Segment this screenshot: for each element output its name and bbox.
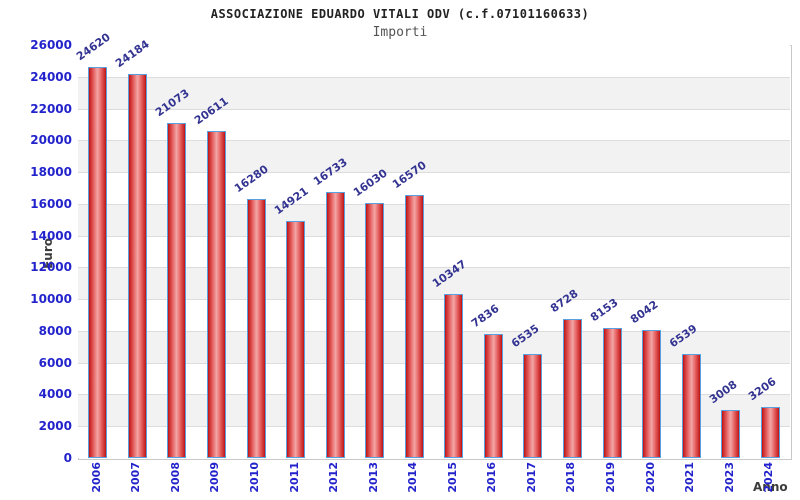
x-axis-tick-label: 2017 (524, 462, 538, 493)
y-axis-tick-label: 0 (63, 451, 72, 465)
plot-band (78, 267, 790, 300)
bar (760, 407, 780, 458)
plot-band (78, 426, 790, 458)
plot-band (78, 299, 790, 331)
x-axis-tick-label: 2013 (366, 462, 380, 493)
plot-band (78, 140, 790, 173)
bar (325, 192, 345, 458)
x-axis-tick-label: 2008 (168, 462, 182, 493)
y-axis-tick-label: 16000 (30, 196, 72, 211)
plot-band (78, 76, 790, 109)
y-axis-tick-label: 8000 (38, 323, 72, 338)
gridline (78, 76, 790, 78)
y-axis-tick-label: 10000 (30, 292, 72, 307)
bar (681, 354, 701, 458)
x-axis-tick-label: 2015 (445, 462, 459, 493)
bar (127, 73, 147, 458)
x-axis-tick-label: 2011 (287, 462, 301, 493)
x-axis-tick-label: 2024 (762, 462, 776, 493)
x-axis-tick-label: 2012 (327, 462, 341, 493)
gridline (78, 299, 790, 301)
x-axis-title: Anno (753, 480, 788, 494)
bar (88, 66, 108, 458)
x-axis-tick-label: 2007 (129, 462, 143, 493)
gridline (78, 267, 790, 269)
plot-band (78, 108, 790, 141)
plot-band (78, 362, 790, 395)
x-axis-tick-label: 2020 (643, 462, 657, 493)
y-axis-tick-label: 24000 (30, 69, 72, 84)
gridline (78, 362, 790, 364)
x-axis-tick-label: 2019 (604, 462, 617, 493)
chart-title: ASSOCIAZIONE EDUARDO VITALI ODV (c.f.071… (210, 7, 590, 21)
bar (642, 330, 662, 458)
bar (404, 194, 424, 458)
gridline (78, 108, 790, 110)
bar (562, 319, 582, 458)
x-axis-tick-label: 2006 (89, 462, 103, 493)
x-axis-tick-label: 2014 (406, 462, 420, 493)
bar (206, 130, 226, 458)
bar (602, 328, 622, 458)
x-axis-tick-label: 2010 (248, 462, 261, 493)
x-axis-tick-label: 2009 (208, 462, 222, 493)
y-axis-tick-label: 20000 (30, 133, 72, 148)
x-axis-tick-label: 2016 (485, 462, 499, 493)
bar (721, 410, 741, 458)
y-axis-tick-label: 14000 (30, 228, 72, 243)
x-axis-tick-label: 2018 (564, 462, 578, 493)
x-axis-tick-label: 2021 (683, 462, 697, 493)
bar (286, 220, 306, 458)
gridline (78, 172, 790, 174)
chart-subtitle: Importi (372, 25, 428, 40)
plot-band (78, 172, 790, 204)
bar (483, 333, 503, 458)
gridline (78, 426, 790, 428)
plot-band (78, 235, 790, 268)
bar (246, 199, 266, 458)
plot-band (78, 203, 790, 236)
bar (365, 203, 385, 458)
plot-band (78, 394, 790, 427)
y-axis-tick-label: 2000 (38, 419, 72, 434)
bar (167, 123, 187, 458)
y-axis-tick-label: 22000 (30, 101, 72, 116)
gridline (78, 330, 790, 332)
y-axis-tick-label: 12000 (30, 260, 72, 275)
bar (444, 293, 464, 458)
y-axis-tick-label: 6000 (38, 355, 72, 370)
plot-band (78, 330, 790, 363)
y-axis-tick-label: 26000 (30, 38, 72, 52)
y-axis-tick-label: 4000 (38, 387, 72, 402)
bar (523, 354, 543, 458)
y-axis-tick-label: 18000 (30, 165, 72, 180)
x-axis-tick-label: 2023 (722, 462, 736, 493)
gridline (78, 235, 790, 237)
gridline (78, 394, 790, 396)
plot-band (78, 45, 790, 77)
gridline (78, 140, 790, 142)
gridline (78, 203, 790, 205)
